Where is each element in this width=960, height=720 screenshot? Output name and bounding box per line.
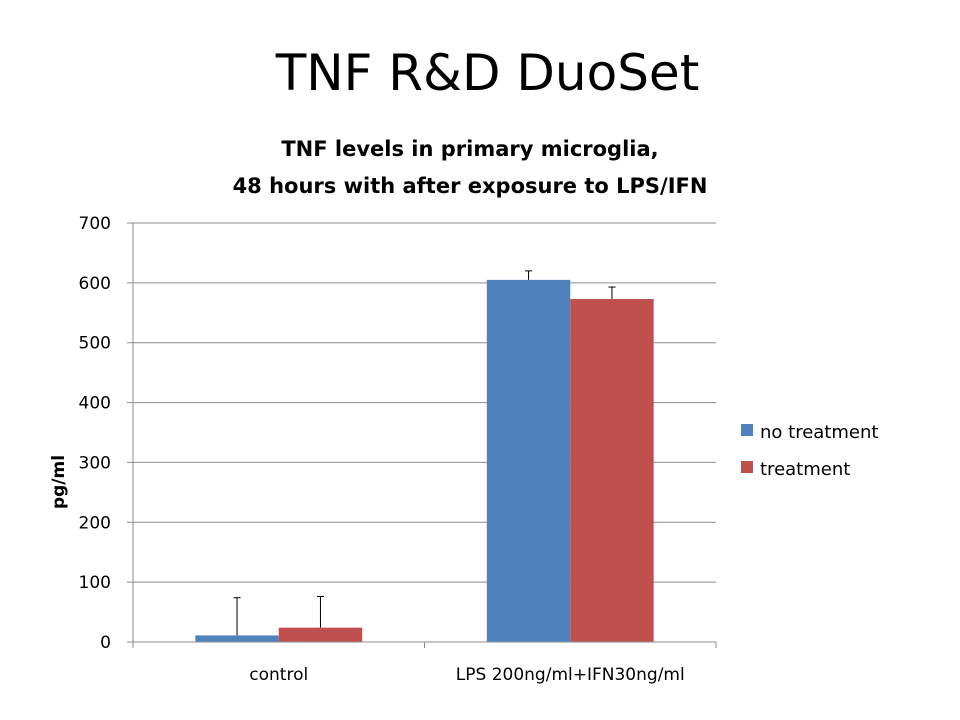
legend-swatch — [741, 424, 753, 436]
y-tick-label: 200 — [79, 513, 111, 533]
y-axis-label: pg/ml — [49, 455, 69, 509]
y-tick-label: 600 — [79, 274, 111, 294]
slide-title: TNF R&D DuoSet — [275, 44, 700, 102]
legend-label: treatment — [760, 459, 850, 480]
error-bars — [233, 270, 616, 636]
chart-title: TNF levels in primary microglia, 48 hour… — [233, 137, 708, 198]
bar-no-treatment-1 — [486, 279, 571, 642]
chart-title-line-1: TNF levels in primary microglia, — [281, 137, 658, 161]
legend-swatch — [741, 461, 753, 473]
legend-item: treatment — [741, 459, 850, 480]
gridlines — [133, 222, 716, 583]
bar-treatment-0 — [278, 627, 363, 642]
legend-item: no treatment — [741, 422, 878, 443]
x-tick-label: control — [249, 665, 308, 685]
y-tick-label: 300 — [79, 453, 111, 473]
bar-no-treatment-0 — [195, 635, 279, 642]
bar-treatment-1 — [570, 299, 654, 642]
chart-title-line-2: 48 hours with after exposure to LPS/IFN — [233, 174, 708, 198]
y-tick-label: 400 — [79, 394, 111, 414]
legend-label: no treatment — [760, 422, 878, 443]
bars — [195, 279, 654, 642]
legend: no treatment treatment — [741, 422, 878, 480]
y-axis-ticks: 0 100 200 300 400 500 600 700 — [79, 214, 133, 653]
y-tick-label: 0 — [100, 633, 111, 653]
y-tick-label: 700 — [79, 214, 111, 234]
y-tick-label: 100 — [79, 573, 111, 593]
x-tick-label: LPS 200ng/ml+IFN30ng/ml — [456, 665, 685, 685]
x-axis-ticks: control LPS 200ng/ml+IFN30ng/ml — [132, 642, 717, 685]
y-tick-label: 500 — [79, 334, 111, 354]
